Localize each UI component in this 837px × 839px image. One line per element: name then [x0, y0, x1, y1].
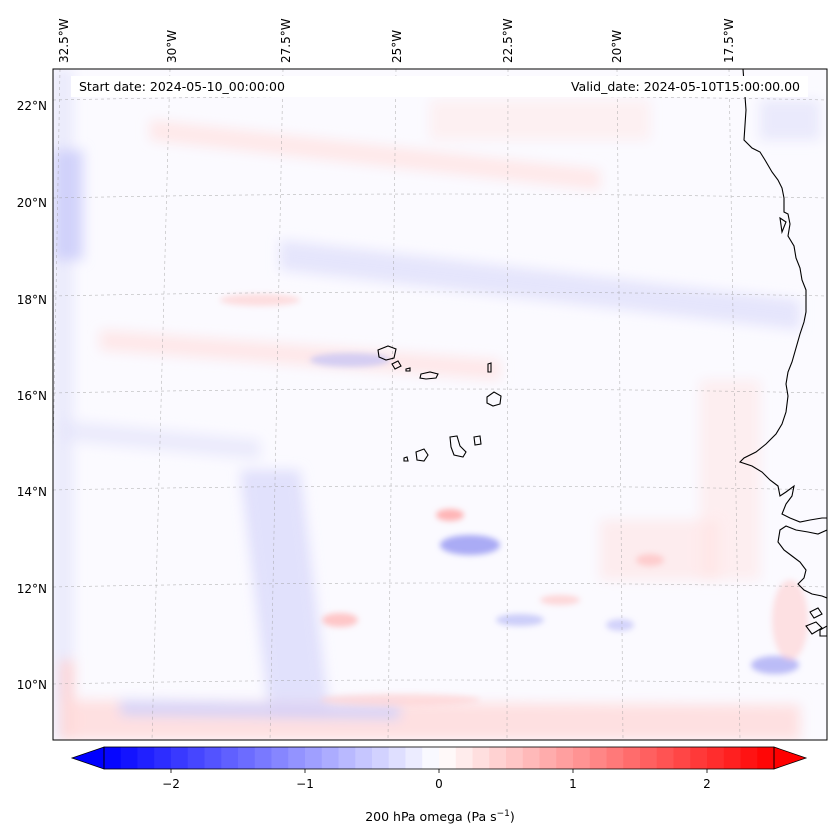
colorbar-segment [137, 747, 155, 769]
sao-vicente-island [391, 360, 402, 370]
lon-label: 20°W [610, 30, 624, 63]
colorbar-segment [589, 747, 607, 769]
colorbar-segment [740, 747, 758, 769]
colorbar-segment [422, 747, 440, 769]
colorbar-tick-label: 0 [435, 777, 443, 791]
omega-field [53, 69, 820, 740]
colorbar-segment [573, 747, 591, 769]
sao-nicolau-island [419, 371, 439, 380]
colorbar-segment [623, 747, 641, 769]
lat-label: 22°N [17, 99, 47, 113]
lat-label: 10°N [17, 678, 47, 692]
colorbar-segment [305, 747, 323, 769]
brava-island [403, 456, 409, 462]
santa-luzia-island [405, 367, 411, 372]
santo-antao-island [377, 345, 397, 361]
longitude-labels: 32.5°W 30°W 27.5°W 25°W 22.5°W 20°W 17.5… [57, 18, 736, 63]
colorbar-segment [757, 747, 775, 769]
lat-label: 16°N [17, 389, 47, 403]
colorbar-min-extension [70, 746, 105, 770]
colorbar-tick-label: −1 [296, 777, 314, 791]
colorbar-segment [338, 747, 356, 769]
africa-coastline [738, 69, 827, 523]
colorbar-segment [372, 747, 390, 769]
colorbar-segment [656, 747, 674, 769]
colorbar-segment [489, 747, 507, 769]
colorbar-segment [154, 747, 172, 769]
colorbar-segment [673, 747, 691, 769]
colorbar-label: 200 hPa omega (Pa s−1) [365, 809, 515, 824]
colorbar-segment [271, 747, 289, 769]
colorbar-segment [556, 747, 574, 769]
start-date-text: Start date: 2024-05-10_00:00:00 [79, 79, 285, 94]
lon-label: 22.5°W [501, 18, 515, 63]
colorbar-segment [606, 747, 624, 769]
boa-vista-island [486, 391, 502, 407]
colorbar-segment [640, 747, 658, 769]
colorbar-segment [120, 747, 138, 769]
colorbar-segment [690, 747, 708, 769]
colorbar-segment [238, 747, 256, 769]
lat-label: 20°N [17, 196, 47, 210]
colorbar-ticks: −2 −1 0 1 2 [162, 769, 711, 791]
lon-label: 17.5°W [722, 18, 736, 63]
colorbar: −2 −1 0 1 2 200 hPa omega (Pa s−1) [70, 746, 808, 824]
coastlines [377, 69, 827, 637]
guinea-bissau-coastline [777, 525, 827, 599]
latitude-labels: 22°N 20°N 18°N 16°N 14°N 12°N 10°N [17, 99, 47, 692]
bissagos-islands [805, 607, 827, 637]
fogo-island [415, 448, 429, 462]
lon-label: 30°W [165, 30, 179, 63]
santiago-island [449, 435, 467, 458]
colorbar-segment [723, 747, 741, 769]
lon-label: 27.5°W [279, 18, 293, 63]
colorbar-segment [707, 747, 725, 769]
colorbar-segment [405, 747, 423, 769]
map-panel: Start date: 2024-05-10_00:00:00 Valid_da… [53, 69, 827, 740]
colorbar-segment [355, 747, 373, 769]
colorbar-segment [522, 747, 540, 769]
gridlines [53, 69, 827, 740]
lon-label: 25°W [390, 30, 404, 63]
colorbar-segments [104, 747, 775, 769]
maio-island [473, 435, 482, 446]
date-banner [71, 76, 808, 97]
colorbar-segment [187, 747, 205, 769]
colorbar-tick-label: 2 [703, 777, 711, 791]
colorbar-segment [439, 747, 457, 769]
colorbar-segment [254, 747, 272, 769]
map-background [53, 69, 827, 740]
colorbar-segment [539, 747, 557, 769]
lat-label: 14°N [17, 485, 47, 499]
map-frame [52, 68, 828, 741]
colorbar-segment [455, 747, 473, 769]
lat-label: 18°N [17, 293, 47, 307]
colorbar-max-extension [773, 746, 808, 770]
senegal-river-mouth [779, 216, 787, 235]
lon-label: 32.5°W [57, 18, 71, 63]
colorbar-segment [472, 747, 490, 769]
colorbar-segment [204, 747, 222, 769]
colorbar-tick-label: −2 [162, 777, 180, 791]
colorbar-segment [171, 747, 189, 769]
colorbar-tick-label: 1 [569, 777, 577, 791]
colorbar-segment [388, 747, 406, 769]
lat-label: 12°N [17, 582, 47, 596]
sal-island [487, 362, 492, 373]
colorbar-segment [288, 747, 306, 769]
valid-date-text: Valid_date: 2024-05-10T15:00:00.00 [571, 79, 800, 94]
colorbar-segment [221, 747, 239, 769]
colorbar-segment [104, 747, 122, 769]
colorbar-segment [506, 747, 524, 769]
colorbar-segment [321, 747, 339, 769]
